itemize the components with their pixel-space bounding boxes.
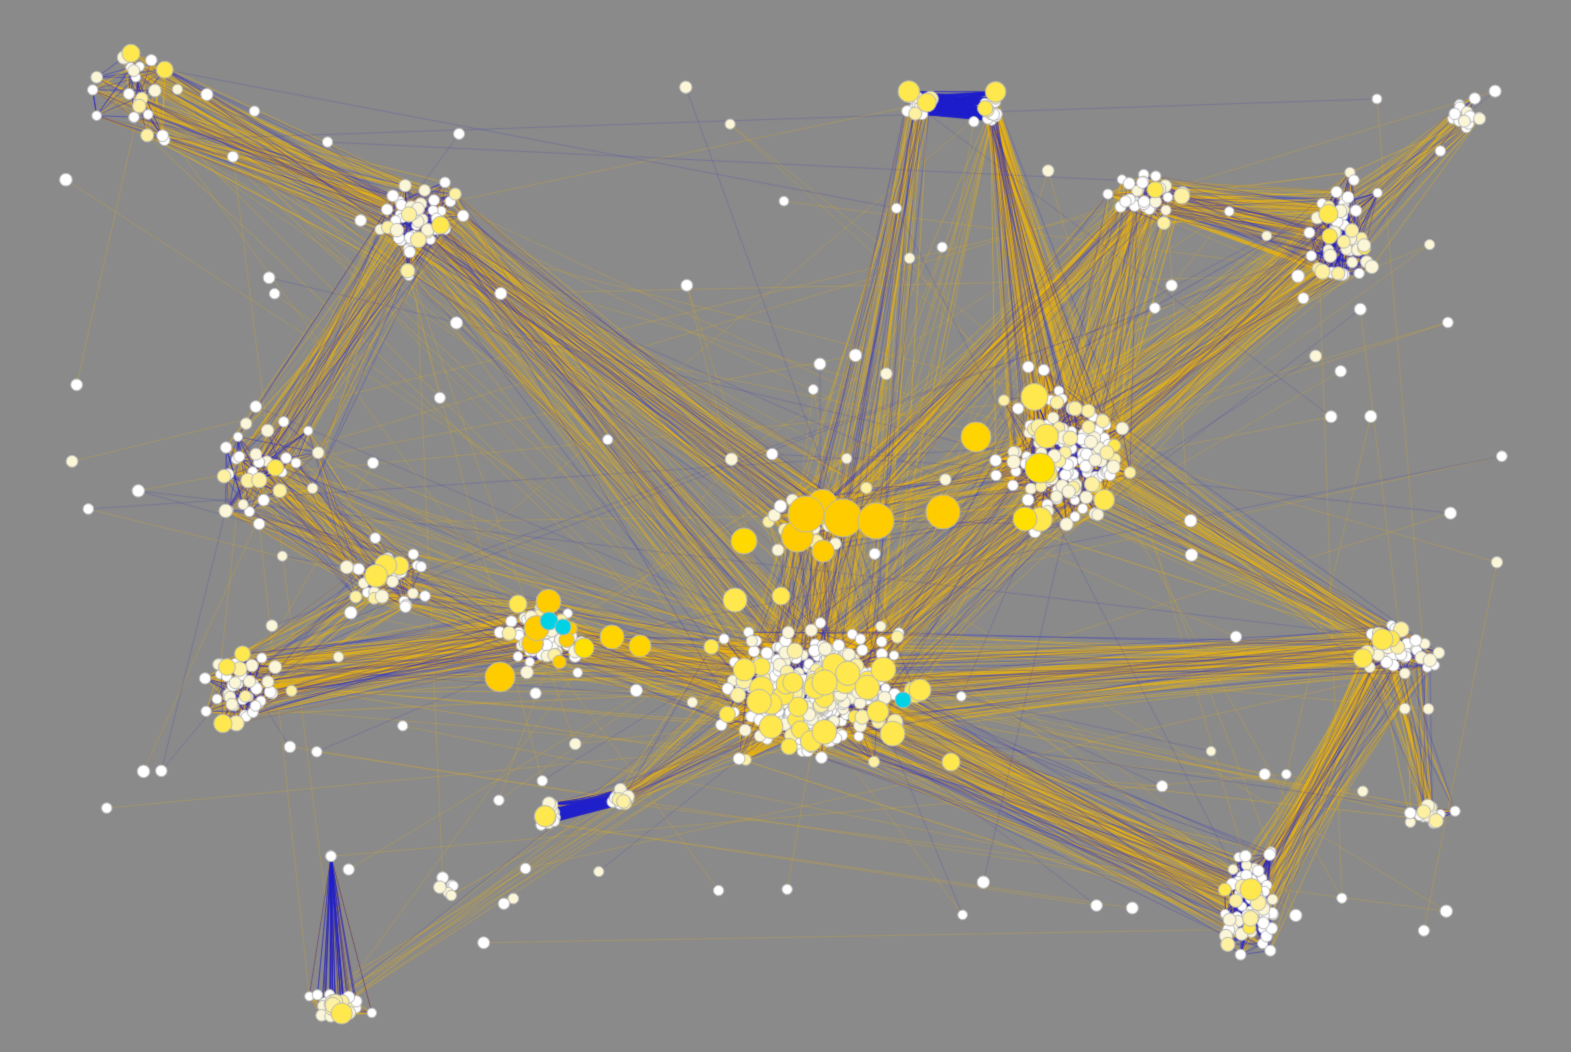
network-graph-canvas xyxy=(0,0,1571,1052)
network-graph-container xyxy=(0,0,1571,1052)
